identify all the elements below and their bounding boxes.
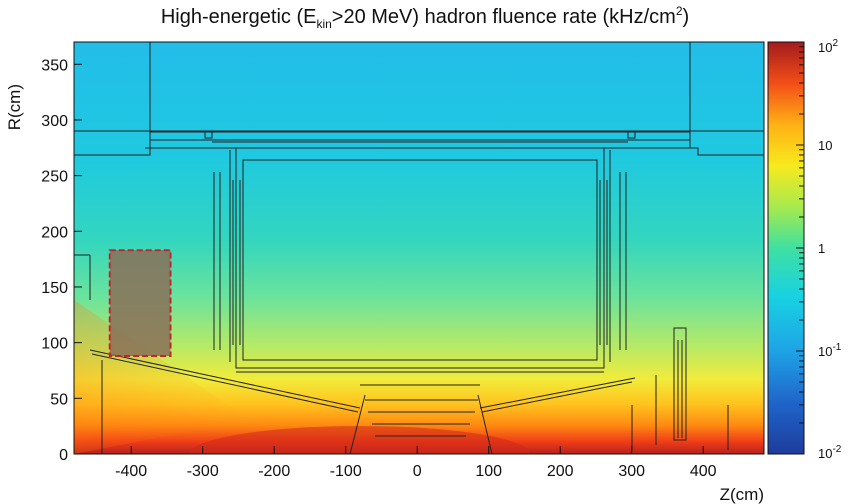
beamline-hot-core: [190, 426, 530, 454]
plot-frame: [73, 41, 765, 455]
x-tick-label: 100: [475, 463, 502, 480]
colorbar-tick-label: 1: [818, 241, 825, 256]
colorbar-tick-label: 10: [818, 138, 832, 153]
highlighted-region: [108, 249, 172, 358]
x-tick-label: -300: [187, 463, 219, 480]
x-tick-label: 400: [690, 463, 717, 480]
x-axis-title: Z(cm): [720, 485, 764, 504]
y-tick-label: 0: [59, 447, 68, 464]
y-tick-label: 150: [41, 280, 68, 297]
y-axis-title: R(cm): [5, 84, 24, 130]
x-tick-label: 300: [618, 463, 645, 480]
y-tick-label: 300: [41, 113, 68, 130]
y-tick-label: 50: [50, 391, 68, 408]
detector-outline: [74, 42, 764, 455]
x-tick-label: 0: [413, 463, 422, 480]
x-tick-label: 200: [547, 463, 574, 480]
colorbar-tick-label: 10-2: [818, 444, 842, 461]
colorbar-tick-label: 102: [818, 38, 838, 55]
chart-title: High-energetic (Ekin>20 MeV) hadron flue…: [160, 4, 690, 31]
x-tick-label: -200: [258, 463, 290, 480]
x-tick-label: -100: [330, 463, 362, 480]
x-tick-label: -400: [115, 463, 147, 480]
x-axis: -400 -300 -200 -100 0 100 200 300 400: [115, 446, 717, 480]
y-tick-label: 200: [41, 224, 68, 241]
y-tick-label: 350: [41, 57, 68, 74]
colorbar-tick-label: 10-1: [818, 342, 842, 359]
y-tick-label: 250: [41, 169, 68, 186]
y-axis: 0 50 100 150 200 250 300 350: [41, 57, 82, 464]
y-tick-label: 100: [41, 336, 68, 353]
